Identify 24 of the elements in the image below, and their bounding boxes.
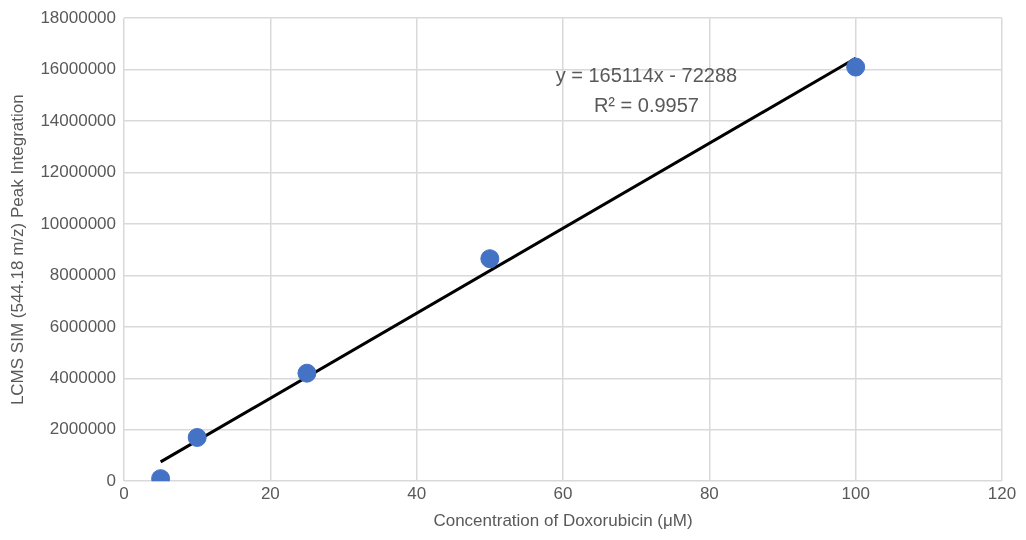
x-tick-label: 80	[699, 484, 719, 504]
y-tick-label: 6000000	[49, 316, 117, 336]
point	[480, 249, 500, 269]
annotation: R² = 0.9957	[593, 93, 699, 116]
y-tick-label: 18000000	[40, 7, 117, 27]
x-tick-label: 20	[260, 484, 280, 504]
y-axis-title: LCMS SIM (544.18 m/z) Peak Integration	[7, 94, 27, 406]
y-tick-label: 2000000	[49, 419, 117, 439]
point	[297, 363, 317, 383]
y-tick-label: 4000000	[49, 368, 117, 387]
x-tick-label: 120	[987, 484, 1017, 504]
point	[187, 427, 207, 447]
y-tick-label: 14000000	[40, 110, 117, 130]
x-axis-title: Concentration of Doxorubicin (μM)	[433, 511, 693, 531]
y-tick-label: 10000000	[40, 213, 117, 233]
y-tick-label: 12000000	[40, 162, 117, 182]
x-tick-label: 40	[407, 484, 427, 504]
point	[846, 57, 866, 77]
annotation: y = 165114x - 72288	[555, 63, 738, 86]
x-tick-label: 60	[553, 484, 573, 504]
y-tick-label: 0	[106, 470, 117, 490]
y-tick-label: 8000000	[49, 265, 117, 285]
x-tick-label: 100	[841, 484, 870, 504]
y-tick-label: 16000000	[40, 59, 117, 79]
